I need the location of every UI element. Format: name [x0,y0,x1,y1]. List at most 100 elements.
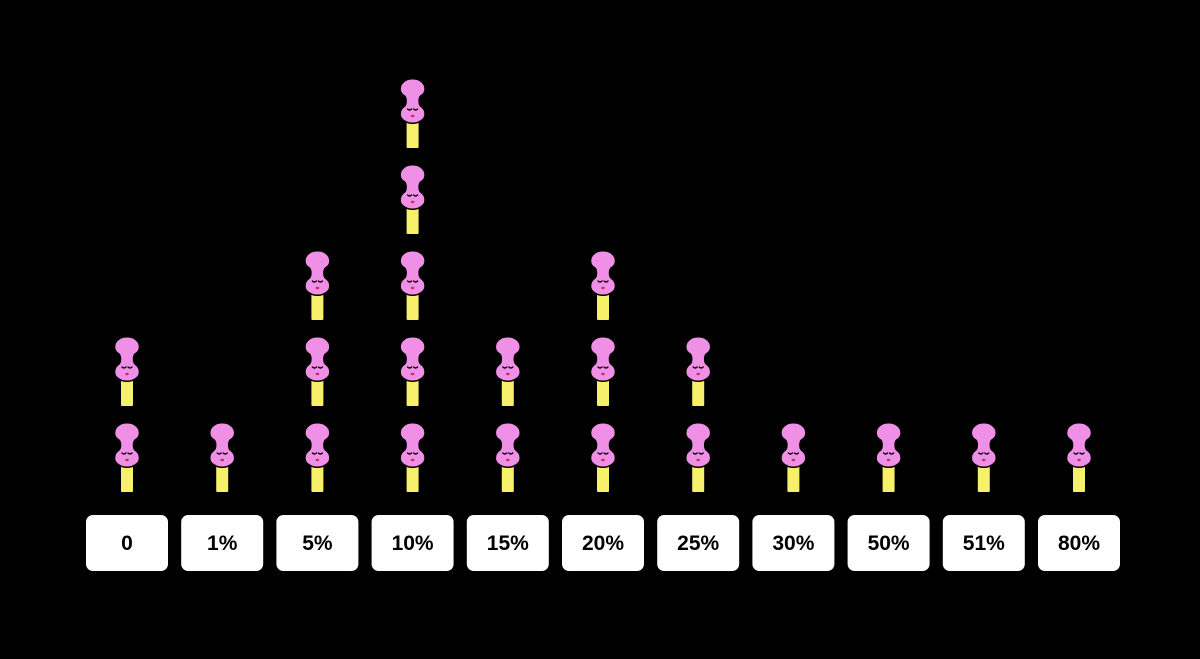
category-label: 10% [369,513,456,573]
person-head [684,336,712,382]
person-eyes [502,452,514,455]
person-icon [399,164,426,236]
person-eyes [692,452,704,455]
category-label: 25% [655,513,742,573]
category-label-text: 25% [677,532,719,555]
person-mouth [315,372,320,376]
person-mouth [410,458,415,462]
category-label-box [750,513,837,573]
person-eyes [406,108,419,111]
category-label-row: 0 1% 5% 10% 15% 20% 25% 30% 50% 51% 80% [84,513,1122,573]
category-label: 1% [179,513,266,573]
person-icon [780,422,807,494]
person-head [304,336,331,382]
category-label: 30% [750,513,837,573]
category-label-box [274,513,361,573]
person-mouth [696,458,700,462]
person-icon [304,422,331,494]
person-mouth [506,372,510,376]
person-mouth [220,458,224,462]
person-mouth [315,286,320,290]
person-head [589,422,617,468]
figure-column [494,336,522,494]
person-eyes [692,366,704,369]
person-head [399,336,426,382]
category-label-box [560,513,646,573]
category-label-box [369,513,456,573]
person-icon [494,336,522,408]
person-head [589,250,617,296]
category-label-box [464,513,551,573]
person-mouth [410,200,415,204]
figure-column [684,336,712,494]
person-eyes [406,280,419,283]
person-head [399,250,426,296]
category-label-box [940,513,1027,573]
category-label-text: 30% [772,532,814,555]
category-label-text: 80% [1058,532,1100,555]
person-icon [684,422,712,494]
person-icon [399,78,426,150]
person-eyes [311,366,324,369]
category-label-box [84,513,170,573]
category-label: 15% [464,513,551,573]
person-head [970,422,998,468]
person-eyes [406,194,419,197]
person-icon [113,422,141,494]
person-icon [304,250,331,322]
person-mouth [886,458,891,462]
category-label: 0 [84,513,170,573]
person-eyes [978,452,990,455]
figure-column [970,422,998,494]
person-mouth [601,458,605,462]
person-icon [304,336,331,408]
person-head [304,422,331,468]
person-eyes [1073,452,1085,455]
person-icon [208,422,236,494]
person-icon [1065,422,1093,494]
figure-columns [113,78,1093,494]
person-eyes [502,366,514,369]
person-head [399,164,426,210]
person-head [1065,422,1093,468]
person-head [684,422,712,468]
category-label-box [179,513,266,573]
category-label-box [655,513,742,573]
person-eyes [121,366,133,369]
person-mouth [410,114,415,118]
person-eyes [311,452,324,455]
person-head [399,78,426,124]
person-eyes [406,366,419,369]
figure-column [589,250,617,494]
person-head [494,336,522,382]
person-mouth [601,286,605,290]
person-mouth [315,458,320,462]
person-head [113,336,141,382]
person-mouth [791,458,796,462]
person-head [113,422,141,468]
person-mouth [601,372,605,376]
category-label: 80% [1036,513,1122,573]
category-label-text: 1% [207,532,238,555]
person-mouth [506,458,510,462]
person-head [494,422,522,468]
person-eyes [597,366,609,369]
person-icon [684,336,712,408]
person-eyes [597,280,609,283]
person-head [589,336,617,382]
person-eyes [216,452,228,455]
person-icon [589,250,617,322]
person-icon [589,336,617,408]
category-label-text: 5% [302,532,333,555]
person-icon [113,336,141,408]
person-mouth [696,372,700,376]
person-mouth [1077,458,1081,462]
category-label-text: 20% [582,532,624,555]
category-label-box [845,513,932,573]
figure-column [304,250,331,494]
figure-column [1065,422,1093,494]
person-mouth [410,372,415,376]
category-label-text: 51% [963,532,1005,555]
category-label-text: 15% [487,532,529,555]
